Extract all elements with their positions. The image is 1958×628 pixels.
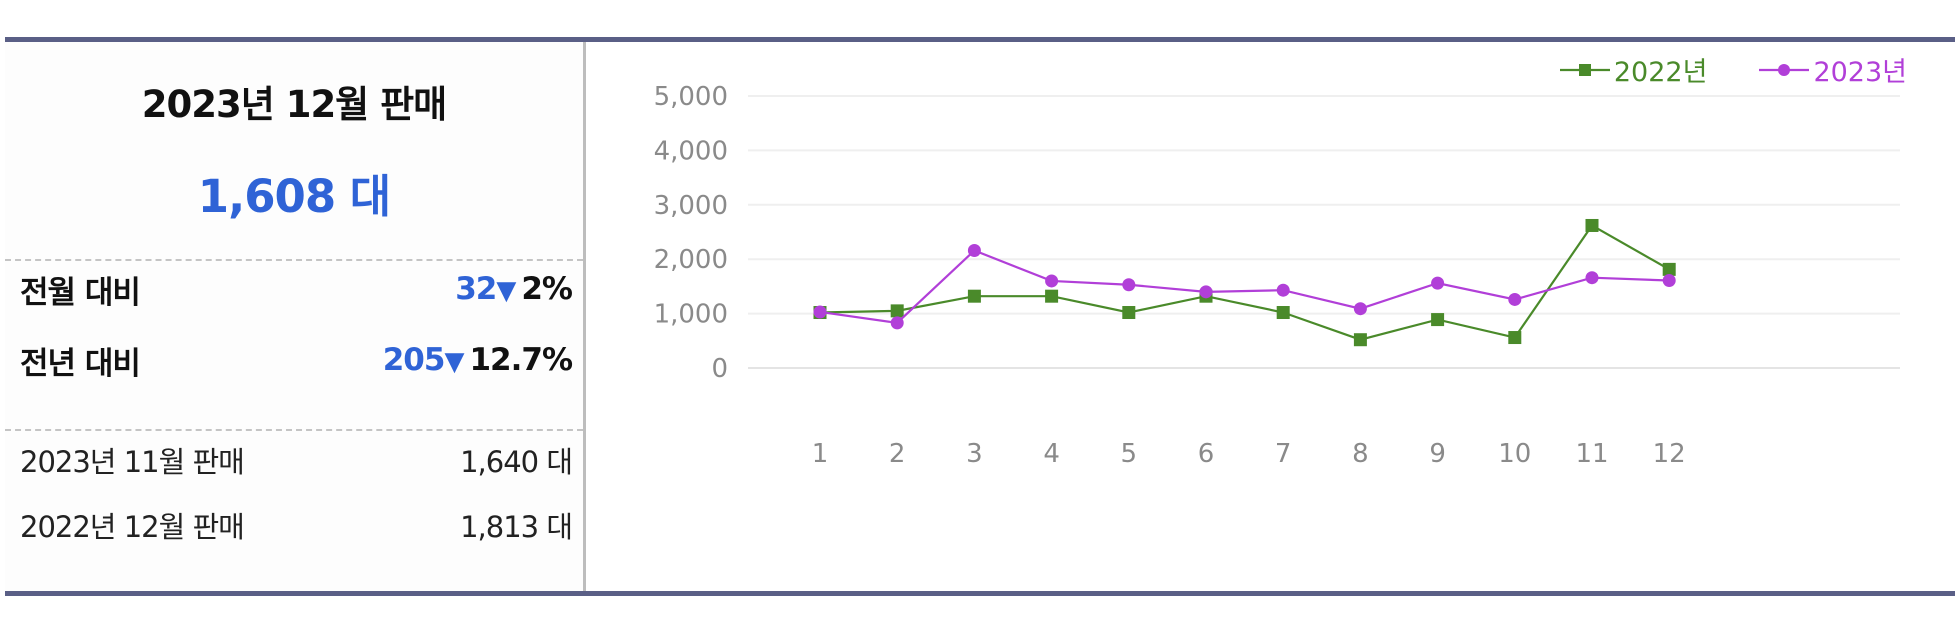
legend-marker-icon: [1759, 63, 1810, 76]
data-point: [1276, 283, 1290, 297]
x-tick-label: 12: [1653, 439, 1686, 469]
down-arrow-icon: ▼: [444, 347, 464, 377]
yoy-value: 205▼ 12.7%: [382, 342, 573, 378]
mom-change: 32: [455, 271, 497, 307]
sales-chart: 0 1,000 2,000 3,000 4,000 5,000 1 2 3 4 5 6 7 8 9 10 11 1…: [588, 42, 1955, 591]
data-point: [1585, 218, 1599, 232]
x-tick-label: 2: [889, 439, 906, 469]
data-point: [1662, 274, 1676, 288]
data-point: [967, 243, 981, 257]
summary-title: 2023년 12월 판매: [141, 83, 447, 126]
data-point: [1431, 276, 1445, 290]
y-tick-label: 5,000: [654, 82, 728, 112]
x-tick-label: 1: [812, 439, 829, 469]
prev-year-label: 2022년 12월 판매: [20, 510, 245, 544]
yoy-change: 205: [382, 342, 446, 378]
divider: [5, 259, 583, 261]
x-tick-label: 5: [1121, 439, 1138, 469]
data-point: [890, 316, 904, 330]
yoy-percent: 12.7%: [469, 342, 573, 378]
data-point: [1045, 289, 1059, 303]
summary-panel: 2023년 12월 판매 1,608 대 전월 대비 32▼ 2% 전년 대비 2…: [5, 42, 586, 591]
data-point: [1662, 262, 1676, 276]
x-tick-label: 8: [1352, 439, 1369, 469]
data-point: [1353, 333, 1367, 347]
x-tick-label: 11: [1575, 439, 1608, 469]
data-point: [1353, 302, 1367, 316]
x-tick-label: 9: [1429, 439, 1446, 469]
prev-month-row: 2023년 11월 판매 1,640 대: [20, 439, 573, 481]
data-point: [1585, 271, 1599, 285]
data-point: [1199, 285, 1213, 299]
data-point: [1122, 278, 1136, 292]
data-point: [813, 305, 827, 319]
prev-year-value: 1,813 대: [460, 510, 573, 544]
y-tick-label: 3,000: [654, 191, 728, 221]
y-tick-label: 0: [711, 354, 728, 384]
divider: [5, 429, 583, 431]
total-sales: 1,608 대: [197, 170, 391, 223]
y-tick-label: 1,000: [654, 300, 728, 330]
sales-panel: 2023년 12월 판매 1,608 대 전월 대비 32▼ 2% 전년 대비 2…: [5, 37, 1955, 596]
series-line-2022년: [819, 224, 1670, 341]
series-line-2023년: [819, 249, 1670, 325]
y-tick-label: 4,000: [654, 136, 728, 166]
data-point: [1122, 306, 1136, 320]
x-tick-label: 3: [966, 439, 983, 469]
y-tick-label: 2,000: [654, 245, 728, 275]
legend-marker-icon: [1559, 63, 1610, 76]
data-point: [1276, 306, 1290, 320]
down-arrow-icon: ▼: [496, 276, 516, 306]
data-point: [1508, 292, 1522, 306]
mom-row: 전월 대비 32▼ 2%: [20, 267, 573, 311]
x-tick-label: 7: [1275, 439, 1292, 469]
x-tick-label: 10: [1498, 439, 1531, 469]
prev-month-value: 1,640 대: [460, 445, 573, 479]
data-point: [890, 304, 904, 318]
mom-label: 전월 대비: [20, 274, 141, 311]
data-point: [1508, 331, 1522, 345]
legend-label: 2023년: [1813, 57, 1907, 88]
chart-legend: 2022년 2023년: [1558, 50, 1907, 89]
data-point: [1045, 274, 1059, 288]
legend-item: 2023년: [1757, 50, 1907, 89]
prev-year-row: 2022년 12월 판매 1,813 대: [20, 504, 573, 546]
x-tick-label: 4: [1043, 439, 1060, 469]
legend-label: 2022년: [1613, 57, 1708, 88]
prev-month-label: 2023년 11월 판매: [20, 445, 245, 479]
yoy-label: 전년 대비: [20, 345, 141, 382]
x-tick-label: 6: [1198, 439, 1215, 469]
data-point: [967, 289, 981, 303]
mom-value: 32▼ 2%: [455, 271, 573, 307]
legend-item: 2022년: [1558, 50, 1708, 89]
mom-percent: 2%: [521, 271, 573, 307]
yoy-row: 전년 대비 205▼ 12.7%: [20, 338, 573, 382]
data-point: [1431, 313, 1445, 327]
